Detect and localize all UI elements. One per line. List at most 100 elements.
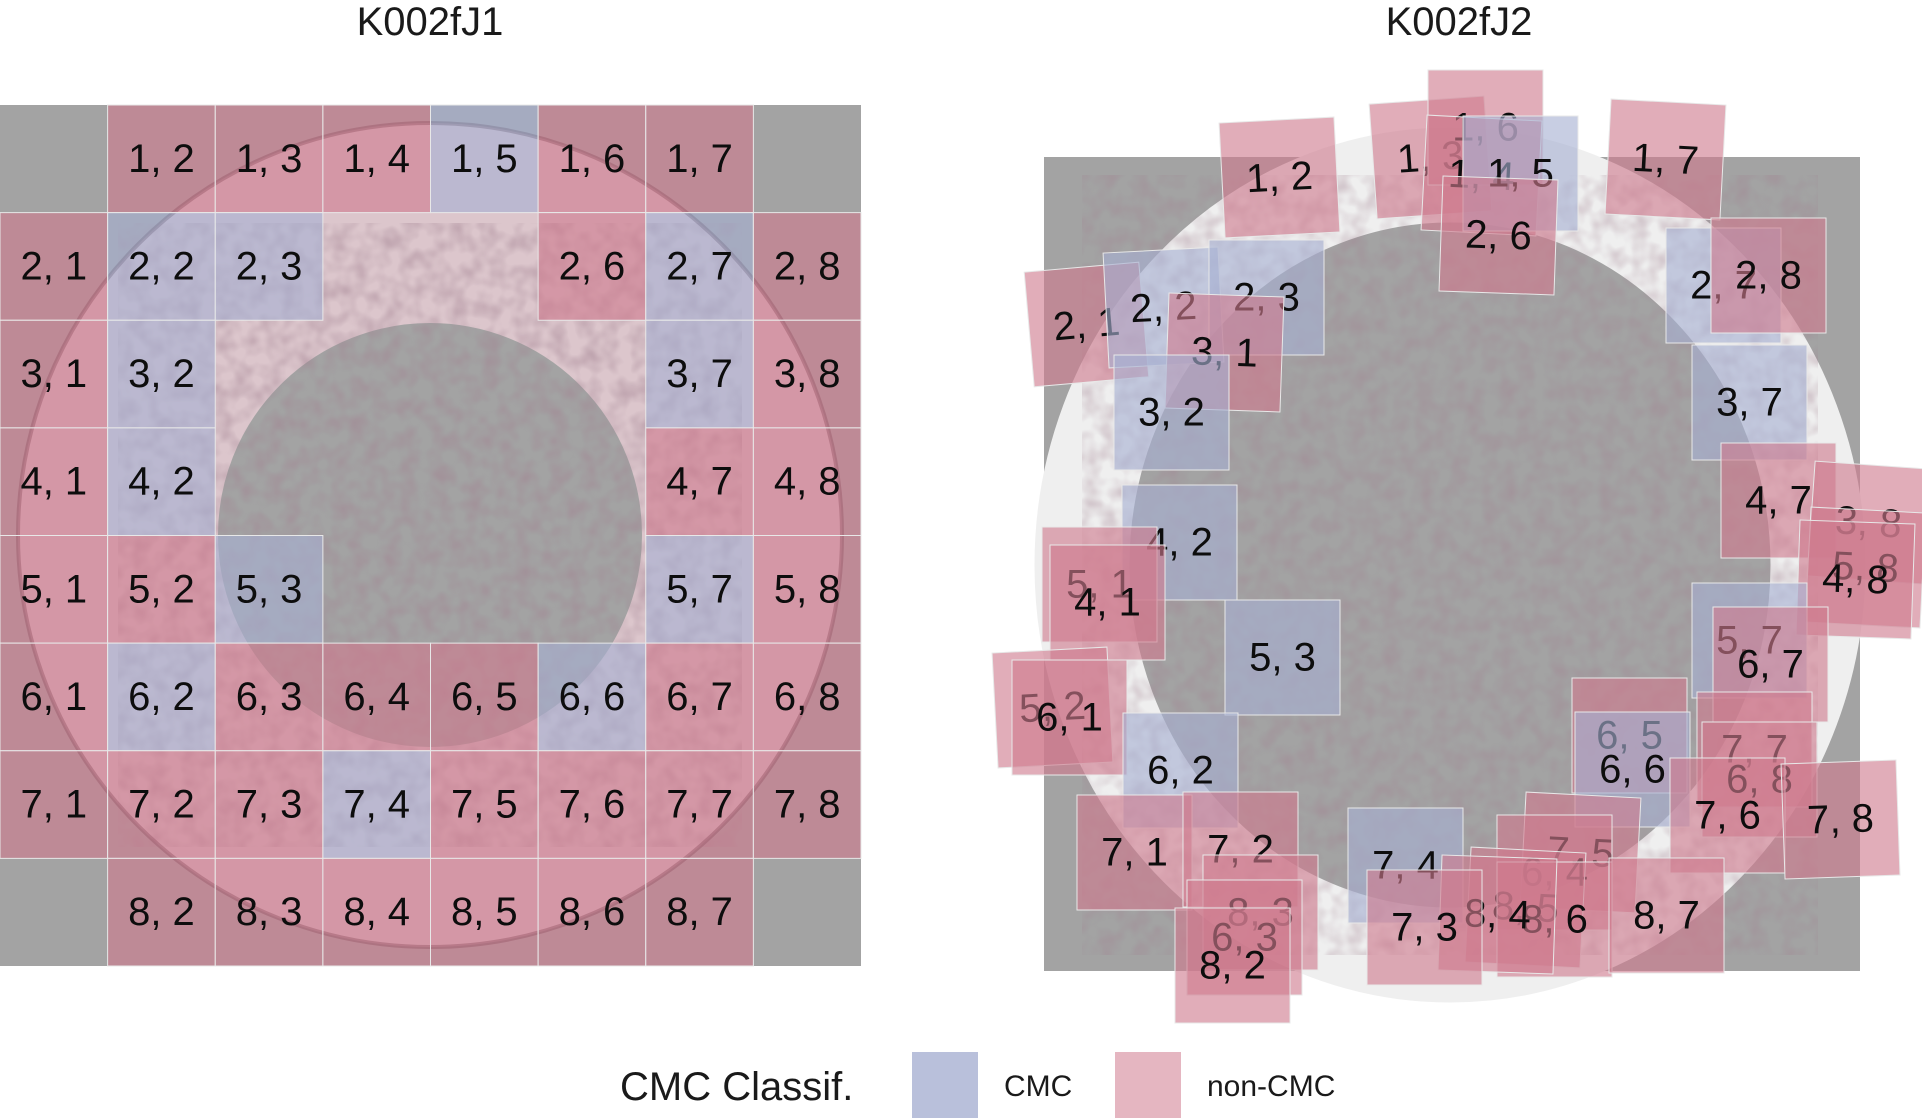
cell-6-6: 6, 6 (537, 642, 647, 752)
cell-tile (0, 535, 109, 644)
cell-7-6: 7, 6 (1669, 757, 1786, 874)
cell-2-1: 2, 1 (0, 212, 109, 321)
cell-label: 1, 7 (666, 137, 733, 181)
cell-label: 6, 6 (559, 675, 626, 719)
cell-6-7: 6, 7 (645, 642, 754, 752)
cell-label: 3, 2 (1138, 391, 1205, 435)
cell-tile (645, 319, 754, 429)
cell-tile (645, 642, 754, 752)
cell-tile (752, 535, 862, 644)
cell-label: 4, 2 (128, 460, 195, 504)
cell-label: 3, 7 (666, 352, 733, 396)
cell-label: 6, 1 (1036, 696, 1103, 740)
cell-5-7: 5, 7 (645, 535, 754, 644)
cell-tile (537, 750, 647, 859)
cell-7-7: 7, 7 (645, 750, 754, 859)
cell-label: 4, 7 (1745, 479, 1812, 523)
cell-2-8: 2, 8 (752, 212, 862, 321)
cell-label: 8, 7 (666, 890, 733, 934)
cell-tile (0, 750, 109, 859)
cell-label: 6, 2 (128, 675, 195, 719)
cell-tile (752, 642, 862, 752)
cell-1-4: 1, 4 (322, 104, 431, 214)
cell-label: 8, 4 (343, 890, 410, 934)
cell-7-1: 7, 1 (1076, 794, 1193, 911)
cell-label: 4, 7 (666, 460, 733, 504)
cell-tile (537, 104, 647, 214)
legend-title: CMC Classif. (620, 1065, 853, 1109)
cell-3-2: 3, 2 (107, 319, 216, 429)
cell-tile (107, 212, 216, 321)
cell-label: 4, 8 (1821, 556, 1889, 602)
cell-label: 2, 3 (236, 244, 303, 288)
cell-label: 1, 6 (559, 137, 626, 181)
cell-5-2: 5, 2 (107, 535, 216, 644)
cell-1-2: 1, 2 (107, 104, 216, 214)
cell-2-2: 2, 2 (107, 212, 216, 321)
cell-8-7: 8, 7 (1608, 857, 1725, 974)
legend-label-non-cmc: non-CMC (1207, 1070, 1335, 1103)
cell-3-8: 3, 8 (752, 319, 862, 429)
cell-3-2: 3, 2 (1113, 354, 1230, 471)
cell-1-7: 1, 7 (1604, 98, 1727, 221)
cell-tile (214, 535, 324, 644)
cell-label: 6, 3 (236, 675, 303, 719)
panel-title-k002fj1: K002fJ1 (357, 0, 504, 44)
cell-tile (322, 750, 431, 859)
cell-label: 3, 2 (128, 352, 195, 396)
cell-6-5: 6, 5 (430, 642, 539, 752)
cell-label: 6, 5 (451, 675, 518, 719)
cell-label: 2, 1 (20, 244, 87, 288)
cell-tile (1669, 757, 1786, 874)
cell-label: 7, 3 (1391, 906, 1458, 950)
cell-2-6: 2, 6 (537, 212, 647, 321)
legend-label-cmc: CMC (1004, 1070, 1072, 1103)
cell-tile (1608, 857, 1725, 974)
cell-tile (214, 857, 324, 967)
cell-4-8: 4, 8 (752, 427, 862, 536)
cell-label: 3, 1 (20, 352, 87, 396)
cell-label: 8, 3 (236, 890, 303, 934)
cell-7-3: 7, 3 (214, 750, 324, 859)
cell-tile (1224, 599, 1341, 716)
cell-7-4: 7, 4 (322, 750, 431, 859)
cell-3-1: 3, 1 (0, 319, 109, 429)
cell-label: 2, 6 (559, 244, 626, 288)
cell-label: 3, 7 (1716, 381, 1783, 425)
cell-tile (752, 212, 862, 321)
cell-2-8: 2, 8 (1710, 217, 1827, 334)
cell-tile (214, 642, 324, 752)
cell-tile (322, 104, 431, 214)
cell-4-2: 4, 2 (107, 427, 216, 536)
cell-tile (645, 212, 754, 321)
cell-label: 6, 1 (20, 675, 87, 719)
cell-label: 7, 8 (1806, 796, 1874, 842)
cell-tile (107, 427, 216, 536)
cell-7-6: 7, 6 (537, 750, 647, 859)
cell-label: 4, 8 (774, 460, 841, 504)
cell-tile (537, 857, 647, 967)
cell-1-7: 1, 7 (645, 104, 754, 214)
cell-4-1: 4, 1 (0, 427, 109, 536)
cell-tile (752, 319, 862, 429)
cell-label: 1, 2 (128, 137, 195, 181)
cell-label: 8, 6 (559, 890, 626, 934)
cell-tile (107, 642, 216, 752)
cell-tile (0, 212, 109, 321)
cell-tile (1604, 98, 1727, 221)
cell-label: 5, 1 (20, 567, 87, 611)
cell-tile (430, 750, 539, 859)
cell-5-8: 5, 8 (752, 535, 862, 644)
cell-label: 7, 1 (20, 783, 87, 827)
cell-1-5: 1, 5 (430, 104, 539, 214)
cell-label: 5, 3 (236, 567, 303, 611)
cell-tile (1438, 175, 1559, 296)
cell-tile (107, 750, 216, 859)
cell-tile (0, 427, 109, 536)
cell-label: 6, 7 (1737, 643, 1804, 687)
cell-3-7: 3, 7 (645, 319, 754, 429)
cell-8-5: 8, 5 (430, 857, 539, 967)
cell-1-3: 1, 3 (214, 104, 324, 214)
legend: CMC Classif. CMC non-CMC (620, 1052, 1335, 1118)
cell-tile (322, 857, 431, 967)
